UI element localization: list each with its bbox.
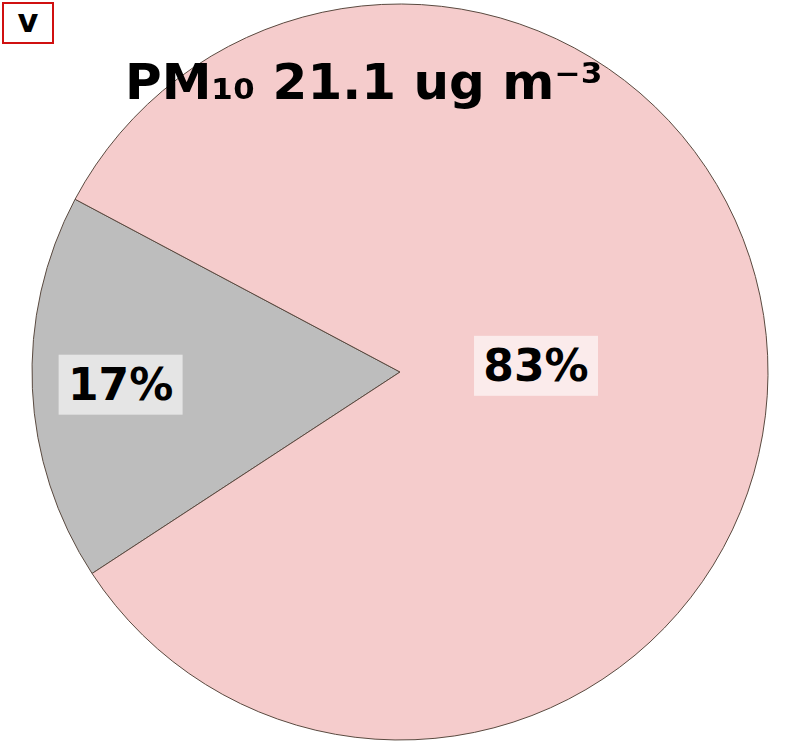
svg-text:17%: 17% — [68, 359, 173, 410]
html-text:PM₁₀ 21.1 ug m⁻³: PM₁₀ 21.1 ug m⁻³ — [125, 53, 603, 111]
svg-text:83%: 83% — [483, 340, 588, 391]
html-text:v: v — [17, 2, 39, 40]
